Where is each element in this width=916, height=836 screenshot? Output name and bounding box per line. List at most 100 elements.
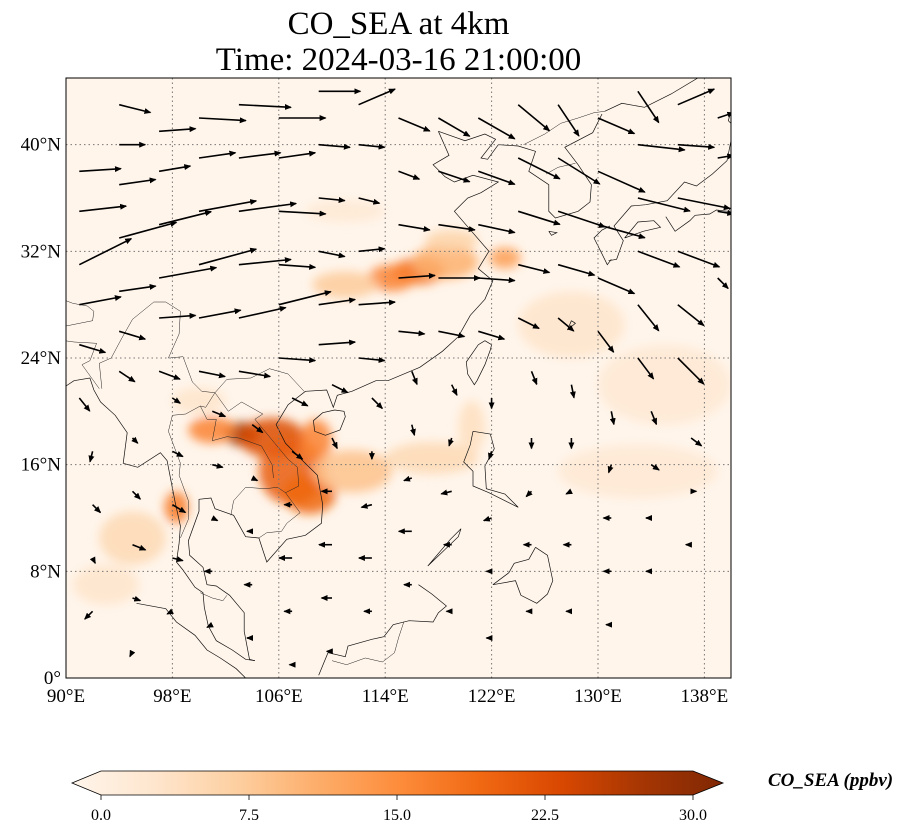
wind-arrow xyxy=(119,283,157,293)
wind-arrow xyxy=(132,543,147,551)
wind-arrow xyxy=(517,157,561,180)
wind-arrow xyxy=(557,157,601,185)
wind-arrow xyxy=(198,370,226,379)
wind-arrow xyxy=(478,277,516,284)
wind-arrow xyxy=(637,197,691,213)
wind-arrow xyxy=(565,488,573,495)
co-plume xyxy=(411,244,479,280)
wind-arrow xyxy=(690,437,703,447)
country-border xyxy=(99,301,166,389)
wind-arrow xyxy=(172,450,184,458)
wind-arrow xyxy=(398,170,421,180)
country-border xyxy=(168,392,216,539)
wind-arrow xyxy=(198,199,258,213)
wind-arrow xyxy=(398,117,431,132)
wind-arrow xyxy=(92,504,102,514)
wind-arrow xyxy=(238,257,292,266)
colorbar-tick-label: 30.0 xyxy=(679,807,707,824)
wind-arrow xyxy=(198,117,247,124)
co-plume xyxy=(367,264,416,292)
co-plume xyxy=(172,387,226,414)
wind-arrow xyxy=(318,297,357,306)
wind-arrow xyxy=(717,277,729,290)
wind-arrow xyxy=(607,464,614,474)
wind-arrow xyxy=(238,150,282,159)
coastline xyxy=(665,207,731,232)
wind-arrow xyxy=(438,223,476,233)
wind-arrow xyxy=(88,451,95,463)
co-plume xyxy=(300,419,333,462)
wind-arrow xyxy=(597,330,615,353)
wind-arrow xyxy=(278,263,317,270)
wind-arrow xyxy=(238,103,292,110)
colorbar-tick-label: 0.0 xyxy=(91,807,111,824)
wind-arrow xyxy=(158,210,213,226)
map-frame xyxy=(65,77,732,679)
wind-arrow xyxy=(557,104,580,137)
country-border xyxy=(331,621,405,665)
wind-arrow xyxy=(569,384,576,399)
wind-arrow xyxy=(238,305,287,319)
wind-arrow xyxy=(132,595,142,602)
wind-arrow xyxy=(358,143,386,150)
wind-arrow xyxy=(517,317,540,330)
wind-arrow xyxy=(198,150,237,159)
coastline xyxy=(593,225,612,266)
wind-arrow xyxy=(171,504,187,514)
wind-arrow xyxy=(158,164,192,173)
wind-arrow xyxy=(358,88,396,106)
colorbar-tick-label: 22.5 xyxy=(531,807,559,824)
wind-arrow xyxy=(597,117,636,135)
co-plume xyxy=(305,200,386,222)
coastline xyxy=(318,584,447,676)
wind-arrow xyxy=(331,383,349,394)
wind-arrow xyxy=(166,608,174,615)
wind-arrow xyxy=(525,490,533,498)
co-plume xyxy=(598,344,731,425)
wind-arrow xyxy=(358,357,386,363)
country-border xyxy=(214,392,300,516)
colorbar-label: CO_SEA (ppbv) xyxy=(768,770,894,791)
wind-arrow xyxy=(158,370,181,380)
wind-arrow xyxy=(79,343,107,354)
wind-arrow xyxy=(440,489,452,496)
x-tick-label: 130°E xyxy=(574,686,622,707)
wind-arrow xyxy=(360,502,373,509)
map-title-line1: CO_SEA at 4km xyxy=(287,6,510,42)
wind-arrow xyxy=(597,223,646,239)
wind-arrow xyxy=(206,621,214,629)
wind-arrow xyxy=(79,166,122,173)
wind-arrow xyxy=(398,272,436,279)
wind-arrow xyxy=(250,475,259,482)
wind-arrow xyxy=(89,556,96,565)
wind-arrow xyxy=(650,411,658,426)
wind-arrow xyxy=(159,126,197,133)
wind-arrow xyxy=(118,330,147,341)
wind-arrow xyxy=(478,223,516,235)
wind-arrow xyxy=(291,450,304,460)
country-border xyxy=(66,326,100,389)
wind-arrow xyxy=(637,90,660,124)
wind-arrow xyxy=(448,437,454,447)
country-border xyxy=(66,300,95,327)
wind-arrow xyxy=(637,357,655,380)
wind-arrow xyxy=(478,330,506,341)
gridlines xyxy=(66,78,731,678)
colorbar-tick-label: 15.0 xyxy=(383,807,411,824)
wind-arrow xyxy=(438,330,466,339)
wind-arrow xyxy=(358,246,386,253)
wind-arrow xyxy=(677,88,716,106)
wind-arrow xyxy=(557,317,575,332)
coastline xyxy=(313,409,346,436)
wind-arrow xyxy=(78,237,133,266)
x-tick-label: 90°E xyxy=(47,686,85,707)
y-tick-label: 0° xyxy=(44,668,61,689)
wind-arrow xyxy=(517,104,551,132)
coastline xyxy=(66,377,255,662)
wind-arrow xyxy=(677,143,716,150)
wind-arrow xyxy=(637,143,686,153)
co-plume xyxy=(72,564,140,605)
wind-arrow xyxy=(278,150,317,159)
colorbar-ticks: 0.0 7.5 15.0 22.5 30.0 xyxy=(91,795,707,824)
co-plume xyxy=(425,230,479,252)
